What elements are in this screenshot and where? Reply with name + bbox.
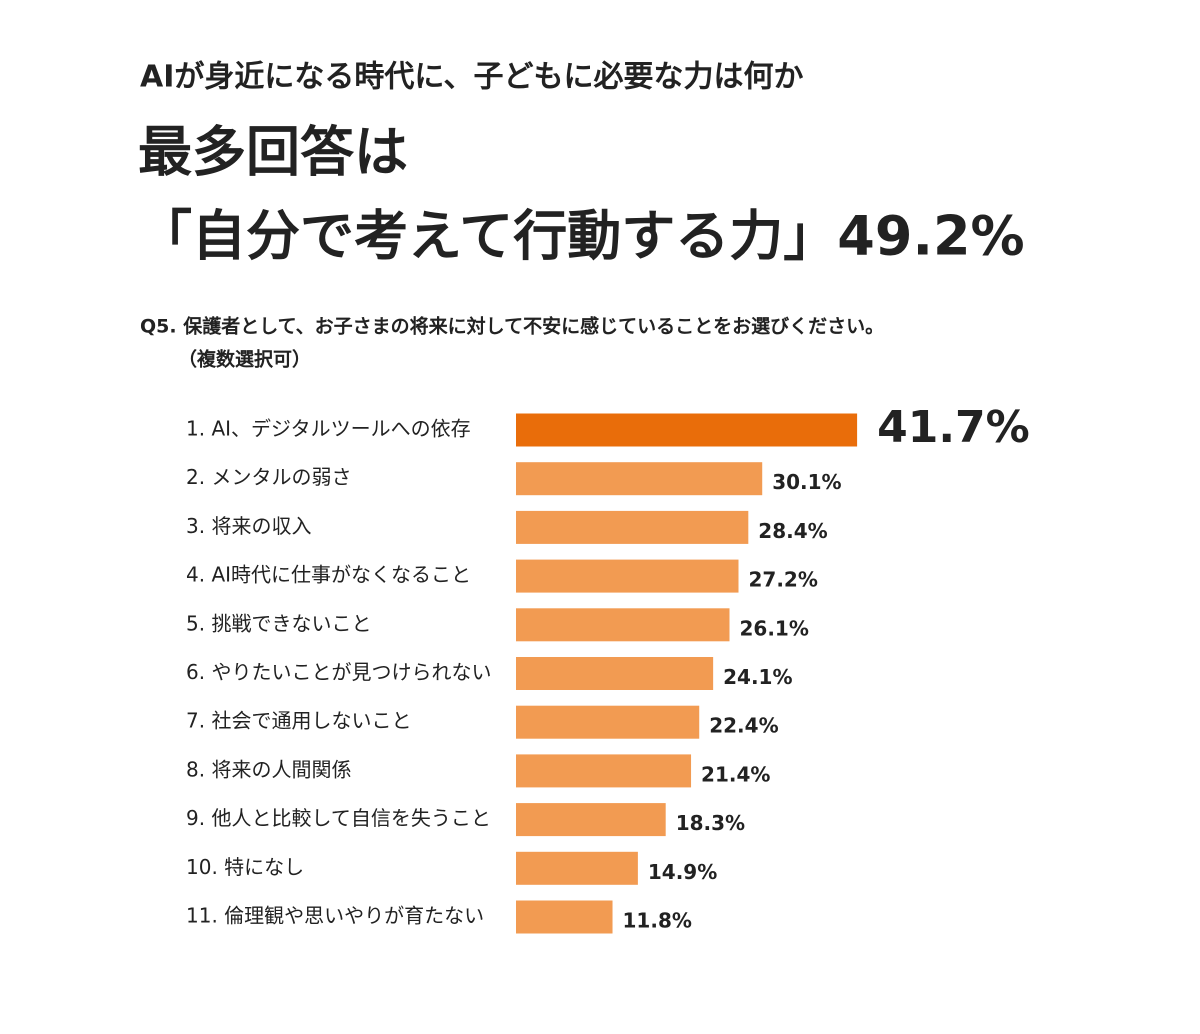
bar — [516, 705, 700, 739]
bar — [516, 462, 763, 496]
bar — [516, 413, 858, 447]
value-label: 24.1% — [723, 665, 792, 689]
bar — [516, 608, 730, 642]
category-label: 6. やりたいことが見つけられない — [186, 660, 491, 684]
value-label: 18.3% — [676, 811, 745, 835]
category-label: 3. 将来の収入 — [186, 514, 311, 538]
value-label: 22.4% — [709, 714, 778, 738]
bar — [516, 559, 739, 593]
bar — [516, 900, 613, 934]
value-label: 28.4% — [758, 519, 827, 543]
chart-title: （複数選択可） — [178, 348, 311, 371]
category-label: 11. 倫理観や思いやりが育たない — [186, 904, 484, 928]
category-label: 8. 将来の人間関係 — [186, 757, 351, 781]
value-label: 14.9% — [648, 860, 717, 884]
value-label: 11.8% — [623, 909, 692, 933]
value-label: 30.1% — [772, 470, 841, 494]
value-label: 21.4% — [701, 762, 770, 786]
category-label: 4. AI時代に仕事がなくなること — [186, 563, 471, 587]
bar — [516, 657, 714, 690]
category-label: 1. AI、デジタルツールへの依存 — [186, 417, 471, 441]
category-label: 9. 他人と比較して自信を失うこと — [186, 806, 491, 830]
value-label: 26.1% — [739, 616, 808, 640]
category-label: 5. 挑戦できないこと — [186, 611, 371, 635]
category-label: 2. メンタルの弱さ — [186, 465, 351, 489]
headline: 最多回答は — [138, 121, 408, 184]
category-label: 10. 特になし — [186, 855, 304, 879]
value-label: 41.7% — [877, 402, 1030, 453]
category-label: 7. 社会で通用しないこと — [186, 709, 411, 733]
bar — [516, 803, 666, 837]
headline: 「自分で考えて行動する力」49.2% — [138, 205, 1025, 268]
bar — [516, 510, 749, 544]
bar — [516, 851, 638, 885]
bar — [516, 754, 692, 788]
chart-title: Q5. 保護者として、お子さまの将来に対して不安に感じていることをお選びください… — [140, 315, 884, 338]
subtitle: AIが身近になる時代に、子どもに必要な力は何か — [140, 60, 803, 95]
value-label: 27.2% — [748, 568, 817, 592]
